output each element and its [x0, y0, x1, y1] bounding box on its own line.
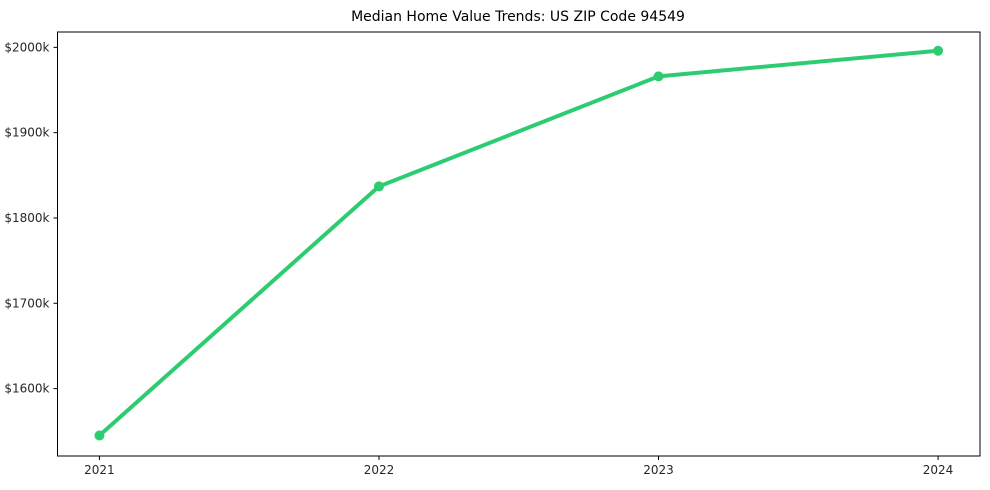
data-point — [653, 71, 664, 82]
data-point — [373, 181, 384, 192]
axis-ticks: $1600k $1700k $1800k $1900k $2000k 2021 2022 20… — [4, 40, 953, 477]
x-tick-label: 2022 — [364, 463, 395, 477]
plot-area-frame — [57, 31, 981, 457]
x-tick-label: 2023 — [643, 463, 674, 477]
trend-series — [94, 45, 944, 441]
x-tick-label: 2021 — [84, 463, 115, 477]
data-point — [933, 45, 944, 56]
y-tick-label: $1700k — [4, 296, 49, 310]
y-tick-label: $1800k — [4, 211, 49, 225]
chart-title: Median Home Value Trends: US ZIP Code 94… — [351, 9, 685, 25]
data-point — [94, 430, 105, 441]
y-tick-label: $2000k — [4, 40, 49, 54]
y-tick-label: $1900k — [4, 126, 49, 140]
x-tick-label: 2024 — [923, 463, 954, 477]
trend-line — [97, 48, 941, 438]
y-tick-label: $1600k — [4, 382, 49, 396]
